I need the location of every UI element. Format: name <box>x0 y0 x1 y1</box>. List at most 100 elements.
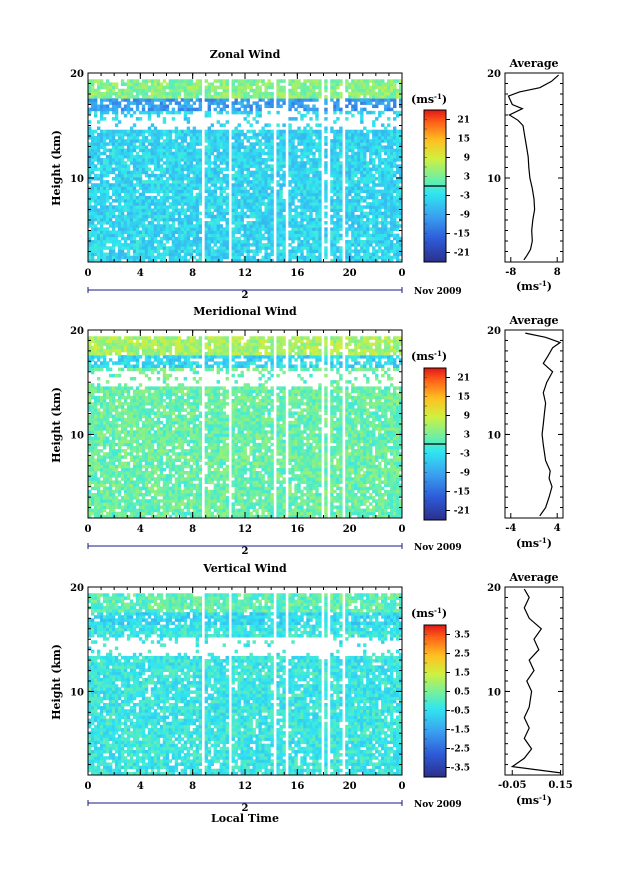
heatmap-cell <box>93 164 98 168</box>
heatmap-cell <box>141 154 146 159</box>
heatmap-cell <box>132 221 137 225</box>
heatmap-cell <box>255 211 259 216</box>
heatmap-cell <box>390 85 394 90</box>
heatmap-cell <box>138 246 143 250</box>
heatmap-cell <box>123 161 128 165</box>
heatmap-cell <box>147 252 152 257</box>
heatmap-cell <box>288 129 292 134</box>
heatmap-cell <box>309 252 313 257</box>
heatmap-cell <box>174 189 179 194</box>
heatmap-cell <box>378 192 382 197</box>
heatmap-cell <box>312 176 316 181</box>
heatmap-cell <box>249 129 253 134</box>
heatmap-cell <box>267 221 271 225</box>
heatmap-cell <box>213 224 217 228</box>
heatmap-cell <box>240 91 244 96</box>
heatmap-cell <box>249 183 253 187</box>
heatmap-cell <box>88 355 92 359</box>
heatmap-cell <box>213 154 217 159</box>
heatmap-cell <box>267 233 271 238</box>
heatmap-cell <box>363 95 367 99</box>
heatmap-cell <box>279 151 283 156</box>
heatmap-cell <box>258 236 262 241</box>
heatmap-cell <box>210 85 214 90</box>
heatmap-cell <box>222 136 226 140</box>
heatmap-cell <box>117 192 122 197</box>
heatmap-cell <box>189 186 194 190</box>
heatmap-cell <box>264 202 268 206</box>
heatmap-cell <box>222 239 226 244</box>
heatmap-cell <box>246 167 250 172</box>
heatmap-cell <box>165 217 170 222</box>
heatmap-cell <box>96 145 101 149</box>
heatmap-cell <box>96 120 101 124</box>
heatmap-cell <box>360 167 364 172</box>
heatmap-cell <box>123 154 128 159</box>
heatmap-cell <box>225 148 229 153</box>
heatmap-cell <box>153 258 158 263</box>
heatmap-cell <box>153 233 158 238</box>
heatmap-cell <box>141 161 146 165</box>
heatmap-cell <box>105 167 110 172</box>
heatmap-cell <box>186 186 191 190</box>
heatmap-cell <box>246 208 250 212</box>
heatmap-cell <box>114 192 119 197</box>
heatmap-cell <box>126 98 131 102</box>
heatmap-cell <box>348 132 352 137</box>
heatmap-cell <box>225 85 229 90</box>
heatmap-cell <box>255 95 259 99</box>
heatmap-cell <box>159 230 164 235</box>
heatmap-cell <box>393 189 397 194</box>
heatmap-cell <box>357 132 361 137</box>
heatmap-cell <box>324 233 328 238</box>
heatmap-cell <box>330 98 334 102</box>
heatmap-cell <box>399 167 403 172</box>
heatmap-cell <box>270 202 274 206</box>
heatmap-cell <box>192 91 197 96</box>
heatmap-cell <box>375 85 379 90</box>
heatmap-cell <box>390 132 394 137</box>
heatmap-cell <box>348 161 352 165</box>
heatmap-cell <box>150 170 155 175</box>
heatmap-cell <box>111 104 116 109</box>
heatmap-cell <box>315 132 319 137</box>
heatmap-cell <box>174 227 179 231</box>
heatmap-cell <box>88 464 92 469</box>
heatmap-cell <box>189 180 194 184</box>
heatmap-cell <box>180 236 185 241</box>
heatmap-cell <box>288 180 292 184</box>
heatmap-cell <box>171 227 176 231</box>
heatmap-cell <box>150 79 155 83</box>
heatmap-cell <box>297 199 301 203</box>
heatmap-cell <box>303 246 307 250</box>
heatmap-cell <box>381 79 385 83</box>
heatmap-cell <box>111 233 116 238</box>
heatmap-cell <box>348 183 352 187</box>
heatmap-cell <box>99 110 104 115</box>
heatmap-cell <box>366 236 370 241</box>
heatmap-cell <box>88 214 92 219</box>
heatmap-cell <box>396 221 400 225</box>
heatmap-cell <box>336 82 340 86</box>
heatmap-cell <box>114 82 119 86</box>
heatmap-cell <box>183 167 188 172</box>
heatmap-cell <box>294 236 298 241</box>
heatmap-cell <box>378 173 382 178</box>
heatmap-cell <box>333 164 337 168</box>
heatmap-cell <box>93 192 98 197</box>
heatmap-cell <box>174 258 179 263</box>
heatmap-cell <box>234 230 238 235</box>
heatmap-cell <box>171 107 176 112</box>
heatmap-cell <box>258 217 262 222</box>
heatmap-cell <box>336 199 340 203</box>
heatmap-cell <box>96 455 101 459</box>
heatmap-cell <box>354 230 358 235</box>
heatmap-cell <box>369 221 373 225</box>
heatmap-cell <box>231 243 235 247</box>
heatmap-cell <box>378 205 382 209</box>
heatmap-cell <box>90 249 95 253</box>
heatmap-cell <box>180 255 185 260</box>
heatmap-cell <box>357 151 361 156</box>
heatmap-cell <box>88 449 92 453</box>
heatmap-cell <box>387 104 391 109</box>
